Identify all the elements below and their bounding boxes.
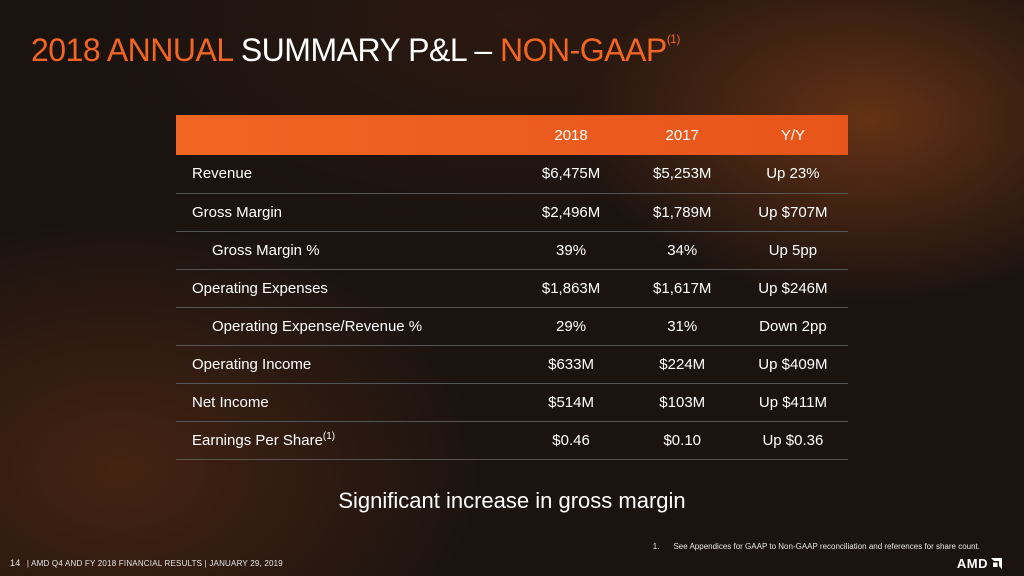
row-2018: $1,863M	[515, 269, 627, 308]
row-2017: $1,789M	[626, 193, 738, 232]
row-2017: 34%	[626, 231, 738, 270]
header-2017: 2017	[665, 126, 699, 144]
table-row: Gross Margin $2,496M $1,789M Up $707M	[176, 193, 848, 232]
row-yy: Up 23%	[737, 155, 848, 194]
row-2017: 31%	[626, 307, 738, 346]
title-year: 2018 ANNUAL	[31, 32, 233, 68]
row-2017: $1,617M	[626, 269, 738, 308]
row-2018: $0.46	[515, 421, 627, 460]
tagline: Significant increase in gross margin	[338, 488, 686, 513]
table-row: Operating Expenses $1,863M $1,617M Up $2…	[176, 269, 848, 308]
page-number: 14	[10, 558, 21, 568]
row-label-cell: Earnings Per Share(1)	[176, 421, 516, 460]
row-label: Revenue	[176, 155, 516, 194]
footnote: 1. See Appendices for GAAP to Non-GAAP re…	[653, 542, 980, 551]
row-2017: $103M	[626, 383, 738, 422]
title-middle: SUMMARY P&L –	[232, 32, 500, 68]
row-label: Operating Expenses	[176, 269, 516, 308]
header-yy: Y/Y	[780, 126, 805, 144]
footnote-text: See Appendices for GAAP to Non-GAAP reco…	[673, 542, 980, 551]
row-2018: $633M	[515, 345, 627, 384]
footer-text: | AMD Q4 AND FY 2018 FINANCIAL RESULTS |…	[26, 559, 283, 568]
header-label	[176, 115, 515, 155]
row-label: Earnings Per Share	[192, 432, 323, 449]
row-yy: Up $246M	[737, 269, 848, 308]
row-2018: $2,496M	[515, 193, 627, 232]
title-non-gaap: NON-GAAP	[500, 32, 667, 68]
table-header-row: 2018 2017 Y/Y	[176, 115, 848, 155]
table-row: Earnings Per Share(1) $0.46 $0.10 Up $0.…	[176, 421, 848, 460]
row-2018: $514M	[515, 383, 627, 422]
row-label: Net Income	[176, 383, 516, 422]
table-row: Net Income $514M $103M Up $411M	[176, 383, 848, 422]
row-label: Gross Margin	[176, 193, 516, 232]
logo-text: AMD	[956, 556, 988, 571]
slide-footer: 14 | AMD Q4 AND FY 2018 FINANCIAL RESULT…	[10, 558, 283, 568]
amd-arrow-icon	[991, 557, 1002, 569]
table-row: Operating Income $633M $224M Up $409M	[176, 345, 848, 384]
title-footnote-marker: (1)	[666, 32, 681, 47]
row-yy: Up $707M	[737, 193, 848, 232]
row-2018: $6,475M	[515, 155, 627, 194]
row-yy: Up $411M	[737, 383, 848, 422]
row-label: Gross Margin %	[176, 231, 516, 270]
row-label: Operating Expense/Revenue %	[176, 307, 516, 346]
row-yy: Up $409M	[737, 345, 848, 384]
pl-summary-table: 2018 2017 Y/Y Revenue $6,475M $5,253M Up…	[176, 115, 848, 460]
amd-logo: AMD	[957, 556, 1002, 571]
table-row: Operating Expense/Revenue % 29% 31% Down…	[176, 307, 848, 346]
row-2018: 39%	[515, 231, 627, 270]
row-yy: Up $0.36	[737, 421, 848, 460]
slide-title: 2018 ANNUAL SUMMARY P&L – NON-GAAP(1)	[31, 32, 680, 69]
row-2017: $5,253M	[626, 155, 738, 194]
row-yy: Down 2pp	[737, 307, 848, 346]
header-2018: 2018	[554, 126, 588, 144]
row-yy: Up 5pp	[737, 231, 848, 270]
row-2018: 29%	[515, 307, 627, 346]
row-2017: $0.10	[626, 421, 738, 460]
footnote-number: 1.	[652, 542, 660, 551]
row-label: Operating Income	[176, 345, 516, 384]
row-2017: $224M	[626, 345, 738, 384]
row-footnote-marker: (1)	[322, 431, 336, 442]
table-row: Revenue $6,475M $5,253M Up 23%	[176, 155, 848, 194]
table-row: Gross Margin % 39% 34% Up 5pp	[176, 231, 848, 270]
